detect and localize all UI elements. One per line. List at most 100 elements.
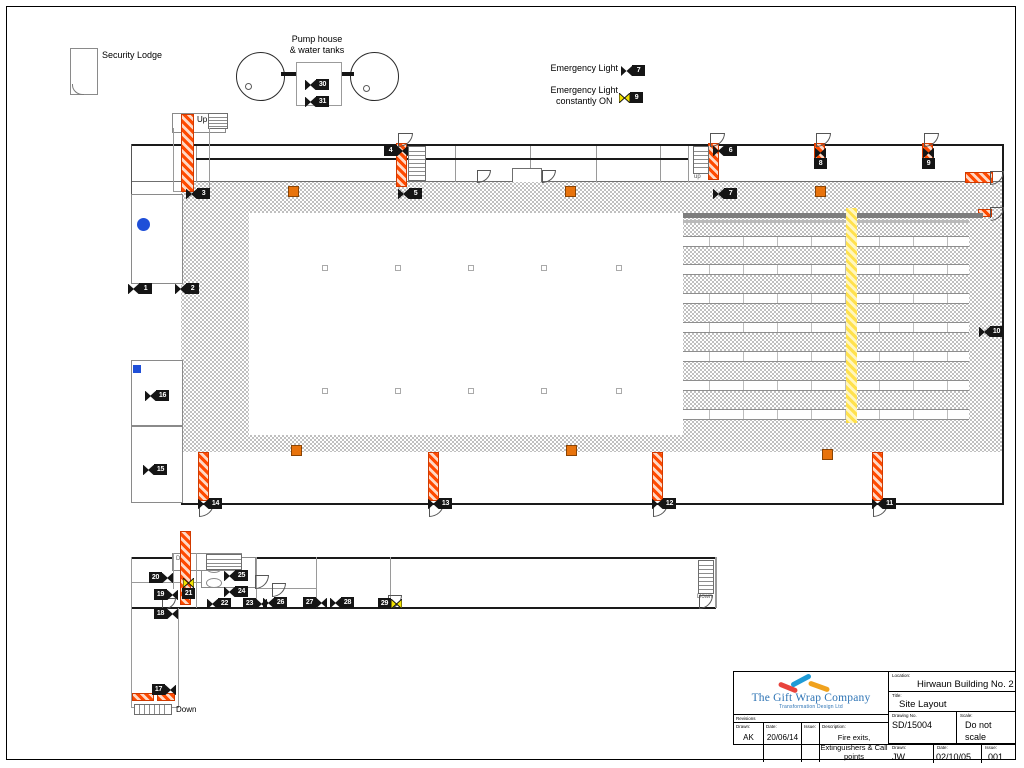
- emergency-light-28[interactable]: 28: [330, 597, 354, 608]
- annex-wall-bottom: [131, 607, 716, 609]
- emergency-light-tag-21: 21: [182, 588, 195, 599]
- floor-marker: [541, 265, 547, 271]
- col-issue-header: Issue:: [804, 724, 817, 729]
- emergency-light-31[interactable]: 31: [305, 96, 329, 107]
- bowtie-black-icon: [397, 145, 408, 156]
- emergency-light-20[interactable]: 20: [149, 572, 173, 583]
- legend-symbol-emergency-light: 7: [621, 65, 645, 76]
- stairs-office-mid: [408, 146, 426, 181]
- bowtie-black-icon: [143, 464, 154, 475]
- emergency-light-13[interactable]: 13: [428, 498, 452, 509]
- bowtie-black-icon: [145, 390, 156, 401]
- emergency-light-9[interactable]: 9: [922, 148, 935, 169]
- annex-exit-hatch-top: [180, 531, 191, 605]
- fire-extinguisher-3[interactable]: [815, 186, 826, 197]
- fire-extinguisher-4[interactable]: [291, 445, 302, 456]
- emergency-light-8[interactable]: 8: [814, 148, 827, 169]
- bowtie-black-icon: [398, 188, 409, 199]
- annex-shaft-wall-r: [196, 553, 197, 589]
- bowtie-black-icon: [128, 283, 139, 294]
- emergency-light-2[interactable]: 2: [175, 283, 199, 294]
- company-logo: The Gift Wrap Company Transformation Des…: [734, 672, 888, 715]
- annex-stairs-right: [698, 560, 714, 594]
- fire-exit-3-hatch: [181, 114, 194, 192]
- emergency-light-tag-20: 20: [149, 572, 162, 583]
- emergency-light-tag-5: 5: [409, 188, 422, 199]
- location-header: Location:: [892, 673, 911, 678]
- col-drawn-header: Drawn:: [736, 724, 751, 729]
- office-partition-5: [660, 146, 661, 182]
- annex-divider-1: [131, 582, 201, 583]
- floor-marker: [468, 265, 474, 271]
- emergency-light-18[interactable]: 18: [154, 608, 178, 619]
- col-issue: Issue:: [802, 723, 820, 762]
- emergency-light-tag-17: 17: [152, 684, 165, 695]
- pump-house-label: Pump house & water tanks: [289, 34, 345, 55]
- emergency-light-21[interactable]: 21: [182, 578, 195, 599]
- emergency-light-tag-3: 3: [197, 188, 210, 199]
- rack-row: [683, 322, 986, 333]
- emergency-light-tag-2: 2: [186, 283, 199, 294]
- office-lobby-bump: [512, 168, 542, 182]
- bowtie-black-icon: [167, 589, 178, 600]
- fire-exit-14-hatch: [198, 452, 209, 501]
- emergency-light-tag-6: 6: [724, 145, 737, 156]
- emergency-light-4[interactable]: 4: [384, 145, 408, 156]
- stair-shaft-wall-left: [173, 128, 174, 192]
- office-band: [132, 146, 1002, 182]
- emergency-light-14[interactable]: 14: [198, 498, 222, 509]
- office-partition-2: [455, 146, 456, 182]
- drawing-scale-row: Drawing No. SD/15004 Scale: Do not scale: [889, 712, 1015, 744]
- bowtie-black-icon: [621, 65, 632, 76]
- sheet-border: [6, 6, 1016, 760]
- emergency-light-tag-24: 24: [235, 586, 248, 597]
- emergency-light-10[interactable]: 10: [979, 326, 1003, 337]
- emergency-light-25[interactable]: 25: [224, 570, 248, 581]
- emergency-light-24[interactable]: 24: [224, 586, 248, 597]
- emergency-light-tag-25: 25: [235, 570, 248, 581]
- annex-divider-5: [390, 557, 391, 608]
- col-description-value: Fire exits, Extinguishers & Call points: [820, 733, 888, 761]
- emergency-light-6[interactable]: 6: [713, 145, 737, 156]
- fire-extinguisher-1[interactable]: [288, 186, 299, 197]
- office-partition-3: [530, 146, 531, 182]
- company-subtitle: Transformation Design Ltd: [779, 704, 843, 710]
- fire-extinguisher-6[interactable]: [822, 449, 833, 460]
- bowtie-black-icon: [428, 498, 439, 509]
- legend-row-emergency-light-on: Emergency Light constantly ON: [498, 85, 648, 107]
- emergency-light-16[interactable]: 16: [145, 390, 169, 401]
- title-block-right: Location: Hirwaun Building No. 2 Title: …: [889, 672, 1015, 763]
- emergency-light-19[interactable]: 19: [154, 589, 178, 600]
- floor-marker: [395, 388, 401, 394]
- annex-stairs-bottom: [134, 704, 172, 715]
- emergency-light-12[interactable]: 12: [652, 498, 676, 509]
- emergency-light-tag-23: 23: [243, 598, 256, 609]
- emergency-light-26[interactable]: 26: [263, 597, 287, 608]
- emergency-light-27[interactable]: 27: [303, 597, 327, 608]
- emergency-light-3[interactable]: 3: [186, 188, 210, 199]
- emergency-light-15[interactable]: 15: [143, 464, 167, 475]
- emergency-light-30[interactable]: 30: [305, 79, 329, 90]
- stair-up-label: Up: [197, 115, 208, 124]
- title-header: Title:: [892, 693, 902, 698]
- fire-extinguisher-2[interactable]: [565, 186, 576, 197]
- emergency-light-22[interactable]: 22: [207, 598, 231, 609]
- annex-stair-down-label: Down: [697, 594, 713, 600]
- office-partition-6: [688, 146, 689, 182]
- emergency-light-29[interactable]: 29: [378, 598, 402, 609]
- title-block-left: The Gift Wrap Company Transformation Des…: [734, 672, 889, 762]
- emergency-light-7[interactable]: 7: [713, 188, 737, 199]
- racking-header-band: [683, 213, 983, 218]
- fire-extinguisher-5[interactable]: [566, 445, 577, 456]
- main-wall-right: [1002, 144, 1004, 505]
- drawing-no-header: Drawing No.: [892, 713, 917, 718]
- emergency-light-17[interactable]: 17: [152, 684, 176, 695]
- emergency-light-5[interactable]: 5: [398, 188, 422, 199]
- emergency-light-1[interactable]: 1: [128, 283, 152, 294]
- legend-symbol-emergency-light-on: 9: [619, 92, 643, 103]
- water-tank-left: [236, 52, 285, 101]
- main-wall-left-upper: [131, 144, 132, 194]
- emergency-light-tag-26: 26: [274, 597, 287, 608]
- emergency-light-11[interactable]: 11: [872, 498, 896, 509]
- issue-header: Issue:: [985, 745, 998, 750]
